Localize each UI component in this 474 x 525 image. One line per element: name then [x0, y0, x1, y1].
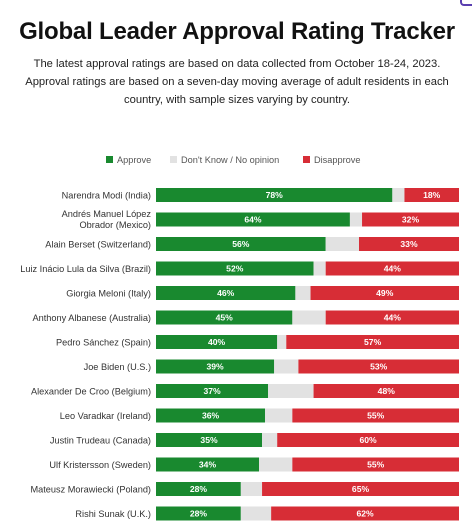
disapprove-bar	[325, 310, 459, 325]
disapprove-data-label: 49%	[376, 288, 394, 298]
approve-bar	[156, 384, 269, 398]
disapprove-data-label: 62%	[356, 509, 374, 519]
category-label: Mateusz Morawiecki (Poland)	[30, 484, 151, 494]
category-label: Joe Biden (U.S.)	[84, 362, 151, 372]
category-label: Alain Berset (Switzerland)	[45, 239, 151, 249]
disapprove-bar	[271, 506, 459, 521]
disapprove-bar	[404, 188, 459, 202]
dont-know-bar	[295, 286, 311, 300]
disapprove-bar	[292, 457, 459, 472]
approve-data-label: 40%	[208, 337, 226, 347]
approve-data-label: 39%	[206, 362, 224, 372]
disapprove-data-label: 44%	[384, 313, 402, 323]
approve-data-label: 28%	[190, 509, 208, 519]
legend-label-1: Don't Know / No opinion	[181, 155, 279, 165]
disapprove-bar	[286, 335, 459, 349]
dont-know-bar	[268, 384, 314, 398]
disapprove-bar	[298, 359, 459, 374]
category-label: Narendra Modi (India)	[62, 190, 151, 200]
approve-data-label: 56%	[232, 239, 250, 249]
disapprove-bar	[262, 482, 459, 496]
approve-bar	[156, 359, 275, 374]
approve-bar	[156, 310, 293, 325]
approve-bar	[156, 261, 314, 276]
category-label: Pedro Sánchez (Spain)	[56, 337, 151, 347]
dont-know-bar	[265, 408, 293, 423]
approve-bar	[156, 408, 266, 423]
approve-data-label: 28%	[190, 484, 208, 494]
approve-bar	[156, 433, 263, 447]
disapprove-data-label: 33%	[400, 239, 418, 249]
dont-know-bar	[240, 482, 263, 496]
disapprove-bar	[313, 384, 459, 398]
disapprove-data-label: 44%	[384, 264, 402, 274]
approve-bar	[156, 457, 260, 472]
legend-swatch-0	[106, 156, 113, 163]
dont-know-bar	[292, 310, 326, 325]
disapprove-bar	[310, 286, 459, 300]
subtitle-line-2: Approval ratings are based on a seven-da…	[25, 76, 449, 88]
disapprove-bar	[359, 237, 459, 251]
approve-data-label: 36%	[202, 411, 220, 421]
dont-know-bar	[259, 457, 293, 472]
approve-bar	[156, 482, 241, 496]
dont-know-bar	[240, 506, 272, 521]
legend-swatch-1	[170, 156, 177, 163]
dont-know-bar	[313, 261, 326, 276]
approve-data-label: 34%	[199, 460, 217, 470]
approve-data-label: 45%	[216, 313, 234, 323]
disapprove-data-label: 60%	[359, 435, 377, 445]
disapprove-data-label: 48%	[378, 386, 396, 396]
approve-data-label: 35%	[200, 435, 218, 445]
category-label: Anthony Albanese (Australia)	[33, 313, 152, 323]
dont-know-bar	[392, 188, 405, 202]
disapprove-data-label: 18%	[423, 190, 441, 200]
approve-bar	[156, 237, 326, 251]
approve-bar	[156, 335, 278, 349]
category-label: Andrés Manuel López Obrador (Mexico)	[62, 209, 152, 230]
chart-title: Global Leader Approval Rating Tracker	[19, 18, 455, 45]
subtitle-line-3: country, with sample sizes varying by co…	[124, 94, 350, 106]
dont-know-bar	[262, 433, 278, 447]
corner-decoration	[460, 0, 472, 6]
legend-label-0: Approve	[117, 155, 151, 165]
approve-bar	[156, 188, 393, 202]
disapprove-data-label: 32%	[402, 215, 420, 225]
approve-data-label: 52%	[226, 264, 244, 274]
category-label: Luiz Inácio Lula da Silva (Brazil)	[20, 264, 151, 274]
category-label: Giorgia Meloni (Italy)	[66, 288, 151, 298]
approve-bar	[156, 506, 241, 521]
legend-label-2: Disapprove	[314, 155, 360, 165]
category-label: Rishi Sunak (U.K.)	[75, 509, 151, 519]
dont-know-bar	[277, 335, 287, 349]
subtitle-line-1: The latest approval ratings are based on…	[33, 58, 441, 70]
dont-know-bar	[325, 237, 360, 251]
approve-data-label: 78%	[266, 190, 284, 200]
disapprove-bar	[277, 433, 459, 447]
category-label: Ulf Kristersson (Sweden)	[49, 460, 151, 470]
disapprove-data-label: 57%	[364, 337, 382, 347]
category-label: Alexander De Croo (Belgium)	[31, 386, 151, 396]
legend-swatch-2	[303, 156, 310, 163]
dont-know-bar	[274, 359, 299, 374]
disapprove-data-label: 65%	[352, 484, 370, 494]
approve-data-label: 37%	[203, 386, 221, 396]
approve-bar	[156, 212, 350, 227]
disapprove-data-label: 53%	[370, 362, 388, 372]
approve-data-label: 64%	[244, 215, 262, 225]
disapprove-data-label: 55%	[367, 411, 385, 421]
disapprove-bar	[325, 261, 459, 276]
approve-data-label: 46%	[217, 288, 235, 298]
category-label: Leo Varadkar (Ireland)	[60, 411, 151, 421]
disapprove-bar	[362, 212, 459, 227]
category-label: Justin Trudeau (Canada)	[50, 435, 151, 445]
dont-know-bar	[349, 212, 363, 227]
disapprove-data-label: 55%	[367, 460, 385, 470]
approve-bar	[156, 286, 296, 300]
disapprove-bar	[292, 408, 459, 423]
